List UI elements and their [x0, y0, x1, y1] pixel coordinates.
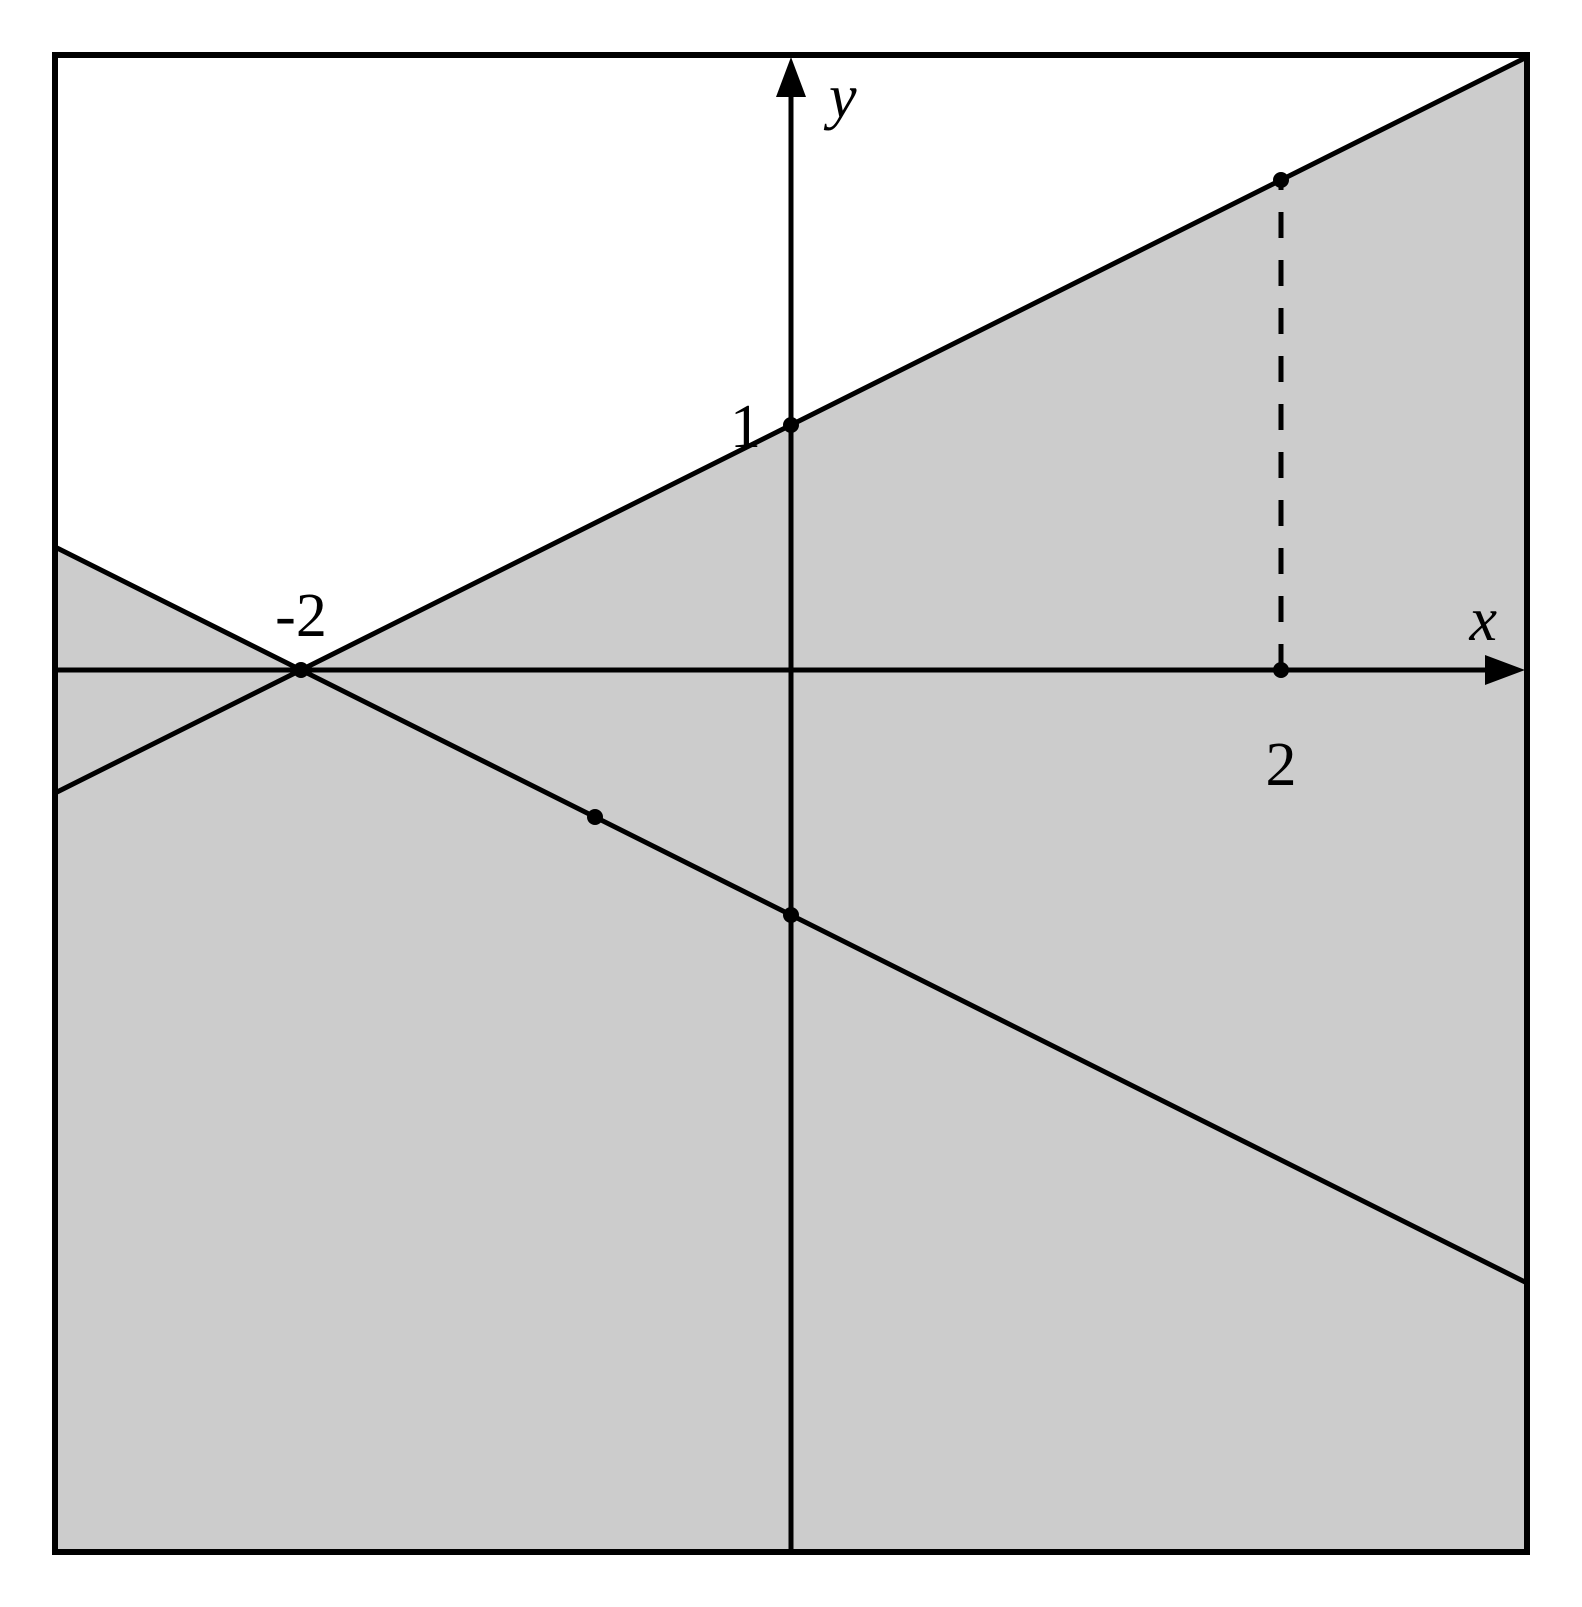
y-axis-arrow	[776, 57, 806, 97]
point-p-2-0	[1273, 662, 1289, 678]
coordinate-plot: -2 1 2 x y	[0, 0, 1582, 1607]
point-p-2-2	[1273, 172, 1289, 188]
tick-label-two: 2	[1266, 731, 1297, 799]
point-p-0-1	[783, 417, 799, 433]
y-axis-label: y	[823, 63, 857, 131]
point-p-0-neg1	[783, 907, 799, 923]
point-p-neg2-0	[293, 662, 309, 678]
point-p-int	[587, 809, 603, 825]
tick-label-neg2: -2	[275, 582, 327, 650]
tick-label-one: 1	[730, 393, 761, 461]
x-axis-label: x	[1468, 586, 1497, 654]
